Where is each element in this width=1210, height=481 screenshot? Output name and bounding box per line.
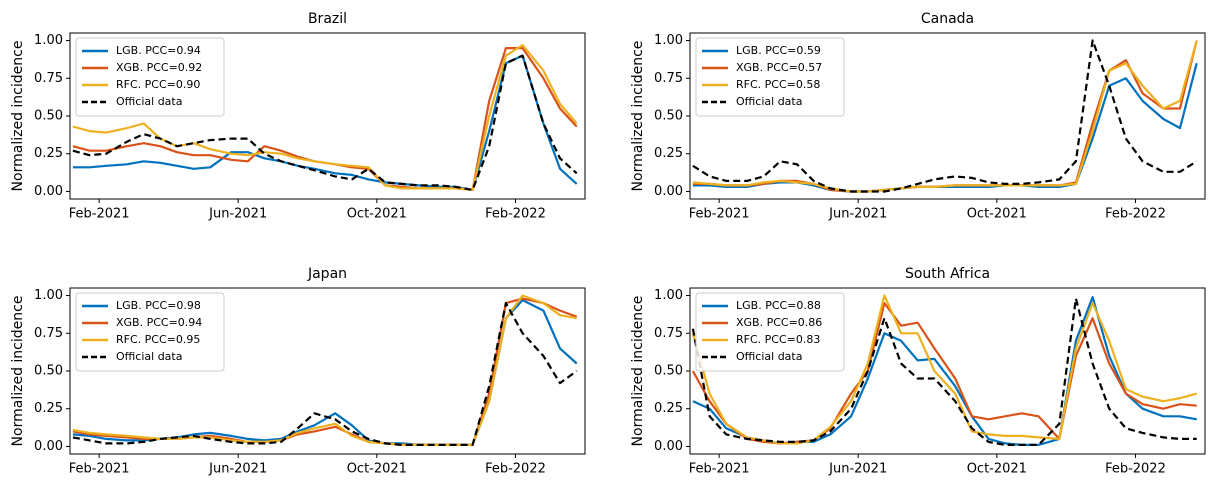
legend-label: RFC. PCC=0.90 [116, 78, 200, 91]
x-tick-label: Jun-2021 [208, 207, 267, 222]
y-axis-label: Normalized incidence [630, 296, 646, 447]
legend-label: RFC. PCC=0.95 [116, 333, 200, 346]
x-tick-label: Feb-2022 [485, 207, 546, 222]
chart-title: Canada [921, 11, 974, 27]
y-tick-label: 0.75 [654, 71, 683, 86]
y-tick-label: 1.00 [654, 33, 683, 48]
axes-frame [69, 287, 586, 455]
y-axis-label: Normalized incidence [630, 41, 646, 192]
subplot: Japan Normalized incidence 0.00 0.25 0.50 0.7… [10, 266, 586, 477]
x-tick-label: Feb-2021 [689, 462, 750, 477]
y-tick-label: 0.25 [654, 401, 683, 416]
x-tick-label: Oct-2021 [967, 207, 1027, 222]
y-tick-label: 0.50 [654, 364, 683, 379]
x-tick-label: Oct-2021 [347, 207, 407, 222]
legend-box [695, 292, 845, 372]
chart-title: Japan [307, 266, 347, 282]
legend-box [695, 37, 845, 117]
series-line [72, 294, 577, 446]
x-tick-label: Jun-2021 [208, 462, 267, 477]
legend-label: XGB. PCC=0.86 [736, 316, 822, 329]
x-tick-label: Feb-2022 [485, 462, 546, 477]
x-tick-label: Oct-2021 [347, 462, 407, 477]
legend-label: Official data [116, 350, 182, 363]
chart-title: Brazil [308, 11, 347, 27]
subplot: Canada Normalized incidence 0.00 0.25 0.50 0.… [630, 11, 1206, 222]
legend-label: XGB. PCC=0.57 [736, 61, 822, 74]
legend-box [75, 37, 225, 117]
x-tick-label: Jun-2021 [828, 462, 887, 477]
legend-label: XGB. PCC=0.92 [116, 61, 202, 74]
series-line [691, 297, 1197, 446]
series-line [692, 40, 1198, 193]
legend-label: RFC. PCC=0.83 [736, 333, 820, 346]
series-line [692, 39, 1198, 193]
y-tick-label: 0.75 [654, 326, 683, 341]
legend-label: XGB. PCC=0.94 [116, 316, 202, 329]
legend-label: Official data [116, 95, 182, 108]
x-tick-label: Feb-2021 [69, 207, 130, 222]
series-line [72, 302, 578, 446]
legend-label: LGB. PCC=0.59 [736, 44, 821, 57]
y-axis-label: Normalized incidence [10, 41, 26, 192]
y-tick-label: 0.25 [654, 146, 683, 161]
subplot: South Africa Normalized incidence 0.00 0.25… [630, 266, 1206, 477]
legend-label: LGB. PCC=0.98 [116, 299, 201, 312]
subplot: Brazil Normalized incidence 0.00 0.25 0.50 0.… [10, 11, 586, 222]
legend-box [75, 292, 225, 372]
series-line [72, 44, 578, 191]
y-tick-label: 0.25 [34, 146, 63, 161]
legend-label: Official data [736, 95, 802, 108]
y-tick-label: 0.00 [34, 184, 63, 199]
y-tick-label: 0.00 [34, 439, 63, 454]
y-tick-label: 1.00 [654, 288, 683, 303]
legend-label: RFC. PCC=0.58 [736, 78, 820, 91]
axes-frame [689, 287, 1206, 455]
y-tick-label: 1.00 [34, 33, 63, 48]
chart-title: South Africa [905, 266, 990, 282]
y-tick-label: 0.00 [654, 439, 683, 454]
axes-frame [689, 32, 1206, 200]
y-tick-label: 0.50 [34, 364, 63, 379]
x-tick-label: Feb-2021 [69, 462, 130, 477]
y-tick-label: 0.75 [34, 326, 63, 341]
x-tick-label: Feb-2022 [1105, 462, 1166, 477]
series-line [72, 54, 578, 191]
legend-label: LGB. PCC=0.94 [116, 44, 201, 57]
x-tick-label: Feb-2022 [1105, 207, 1166, 222]
legend-label: LGB. PCC=0.88 [736, 299, 821, 312]
y-tick-label: 0.75 [34, 71, 63, 86]
legend-label: Official data [736, 350, 802, 363]
axes-frame [69, 32, 586, 200]
y-tick-label: 0.50 [34, 109, 63, 124]
x-tick-label: Oct-2021 [967, 462, 1027, 477]
y-tick-label: 0.25 [34, 401, 63, 416]
x-tick-label: Jun-2021 [828, 207, 887, 222]
y-tick-label: 1.00 [34, 288, 63, 303]
series-line [691, 294, 1197, 445]
series-line [72, 54, 578, 191]
y-tick-label: 0.50 [654, 109, 683, 124]
y-axis-label: Normalized incidence [10, 296, 26, 447]
y-tick-label: 0.00 [654, 184, 683, 199]
x-tick-label: Feb-2021 [689, 207, 750, 222]
